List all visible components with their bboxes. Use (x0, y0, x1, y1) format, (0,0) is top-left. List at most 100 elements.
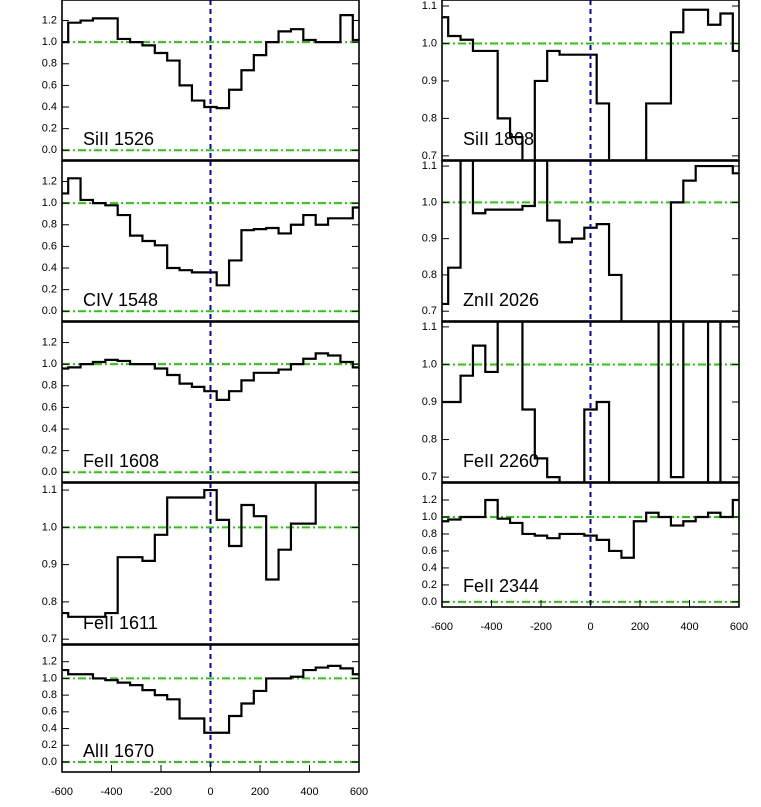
y-tick-label: 0.0 (422, 596, 437, 608)
line-label: FeII 2344 (463, 576, 539, 596)
y-tick-label: 1.0 (422, 358, 437, 370)
y-tick-label: 1.2 (42, 656, 57, 668)
y-tick-label: 1.0 (422, 196, 437, 208)
line-label: SiII 1808 (463, 129, 534, 149)
y-tick-label: 0.6 (422, 545, 437, 557)
y-tick-label: 1.2 (422, 494, 437, 506)
x-tick-label: 200 (631, 621, 649, 633)
y-tick-label: 0.9 (422, 396, 437, 408)
y-tick-label: 0.4 (42, 722, 57, 734)
y-tick-label: 0.7 (42, 633, 57, 645)
y-tick-label: 0.6 (42, 240, 57, 252)
y-tick-label: 1.2 (42, 14, 57, 26)
y-tick-label: 0.9 (422, 75, 437, 87)
y-tick-label: 1.0 (422, 37, 437, 49)
y-tick-label: 0.8 (42, 380, 57, 392)
x-tick-label: 600 (350, 786, 368, 798)
x-tick-label: -200 (150, 786, 172, 798)
panel: 0.0 0.2 0.4 0.6 0.8 1.0 1.2 CIV 1548 (42, 160, 360, 322)
y-tick-label: 0.7 (422, 150, 437, 162)
x-tick-label: 400 (300, 786, 318, 798)
y-tick-label: 0.6 (42, 79, 57, 91)
spectrum (62, 664, 359, 734)
x-tick-label: -200 (530, 621, 552, 633)
x-tick-label: -400 (480, 621, 502, 633)
y-tick-label: 0.8 (422, 269, 437, 281)
y-tick-label: 0.8 (422, 433, 437, 445)
line-label: FeII 1608 (83, 451, 159, 471)
y-tick-label: 0.8 (422, 528, 437, 540)
x-tick-label: 600 (730, 621, 748, 633)
plot-area (62, 161, 359, 321)
spectrum (442, 498, 739, 559)
y-tick-label: 1.2 (42, 336, 57, 348)
y-tick-label: 0.0 (42, 305, 57, 317)
y-tick-label: 0.8 (422, 112, 437, 124)
y-tick-label: 1.2 (42, 175, 57, 187)
y-tick-label: 1.1 (422, 160, 437, 172)
y-tick-label: 1.0 (42, 358, 57, 370)
panel: 0.0 0.2 0.4 0.6 0.8 1.0 1.2 -600 -400 -200 0 200 400… (422, 482, 748, 633)
y-tick-label: 1.0 (42, 672, 57, 684)
panel: 0.7 0.8 0.9 1.0 1.1 SiII 1808 (422, 0, 740, 162)
y-tick-label: 1.0 (422, 511, 437, 523)
y-tick-label: 1.0 (42, 197, 57, 209)
x-tick-label: 200 (251, 786, 269, 798)
y-tick-label: 0.0 (42, 756, 57, 768)
plot-area (442, 0, 739, 160)
panel: 0.0 0.2 0.4 0.6 0.8 1.0 1.2 -600 -400 -200 0 200 400… (42, 644, 368, 798)
line-label: AlII 1670 (83, 741, 154, 761)
spectrum (62, 352, 359, 401)
y-tick-label: 0.2 (42, 445, 57, 457)
y-tick-label: 0.4 (422, 562, 437, 574)
plot-area (442, 161, 739, 321)
panel: 0.0 0.2 0.4 0.6 0.8 1.0 1.2 FeII 1608 (42, 321, 360, 483)
x-tick-label: 400 (680, 621, 698, 633)
panel: 0.0 0.2 0.4 0.6 0.8 1.0 1.2 SiII 1526 (42, 0, 360, 161)
y-tick-label: 0.2 (422, 579, 437, 591)
spectrum (442, 8, 739, 160)
plot-area (62, 322, 359, 482)
y-tick-label: 0.9 (422, 233, 437, 245)
x-tick-label: -600 (431, 621, 453, 633)
x-tick-label: 0 (587, 621, 593, 633)
x-tick-label: -400 (100, 786, 122, 798)
y-tick-label: 0.9 (42, 559, 57, 571)
y-tick-label: 0.7 (422, 471, 437, 483)
y-tick-label: 1.1 (42, 484, 57, 496)
y-tick-label: 1.1 (422, 321, 437, 333)
panel-frame (441, 0, 740, 161)
line-label: FeII 2260 (463, 451, 539, 471)
spectrum (442, 161, 739, 321)
y-tick-label: 0.2 (42, 123, 57, 135)
plot-area (62, 645, 359, 772)
x-tick-label: -600 (51, 786, 73, 798)
y-tick-label: 0.0 (42, 144, 57, 156)
line-label: SiII 1526 (83, 129, 154, 149)
panel: 0.7 0.8 0.9 1.0 1.1 FeII 2260 (422, 321, 740, 483)
y-tick-label: 0.6 (42, 401, 57, 413)
y-tick-label: 0.8 (42, 596, 57, 608)
line-label: FeII 1611 (83, 613, 158, 633)
y-tick-label: 0.4 (42, 262, 57, 274)
y-tick-label: 1.0 (42, 36, 57, 48)
panel: 0.7 0.8 0.9 1.0 1.1 FeII 1611 (42, 482, 360, 645)
y-tick-label: 0.8 (42, 219, 57, 231)
y-tick-label: 0.6 (42, 706, 57, 718)
y-tick-label: 0.7 (422, 305, 437, 317)
y-tick-label: 1.0 (42, 521, 57, 533)
panel-frame (61, 160, 360, 322)
plot-area (442, 322, 739, 482)
panel-frame (61, 482, 360, 645)
y-tick-label: 0.8 (42, 689, 57, 701)
x-tick-label: 0 (207, 786, 213, 798)
y-tick-label: 0.4 (42, 101, 57, 113)
y-tick-label: 0.0 (42, 466, 57, 478)
line-label: CIV 1548 (83, 290, 158, 310)
plot-area (62, 483, 359, 644)
panel-frame (61, 0, 360, 161)
panel-frame (441, 160, 740, 322)
y-tick-label: 0.2 (42, 739, 57, 751)
y-tick-label: 0.4 (42, 423, 57, 435)
